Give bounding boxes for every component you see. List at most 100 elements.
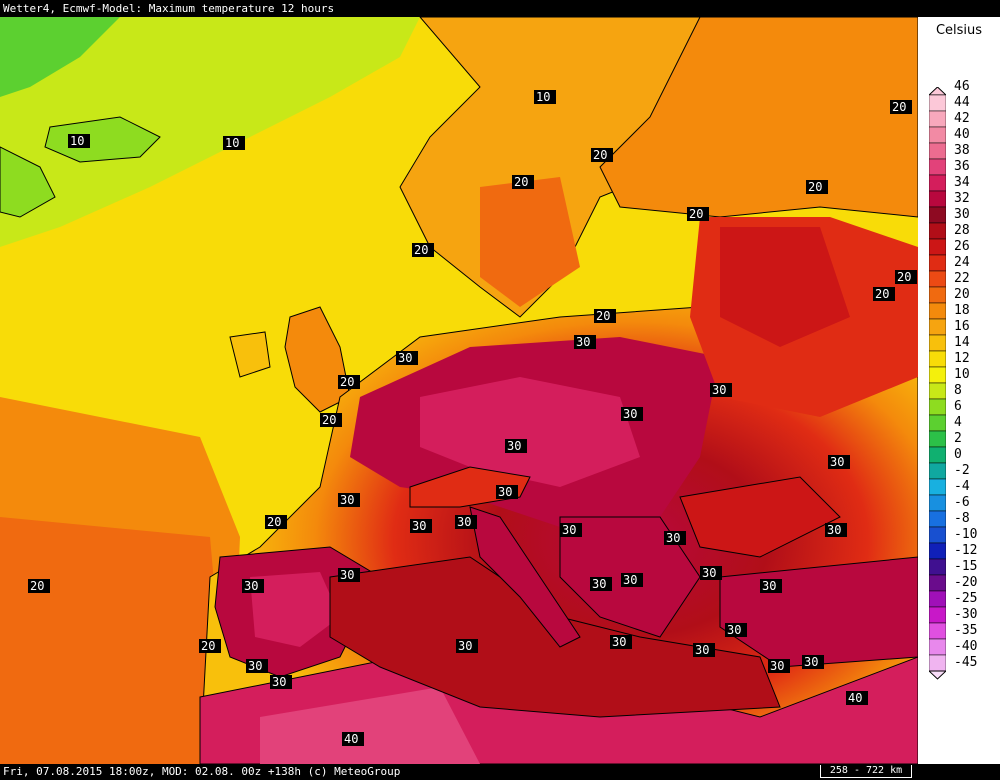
contour-label: 30 bbox=[270, 675, 292, 689]
contour-label: 30 bbox=[338, 568, 360, 582]
svg-text:30: 30 bbox=[712, 383, 726, 397]
svg-text:20: 20 bbox=[414, 243, 428, 257]
contour-label: 30 bbox=[621, 407, 643, 421]
svg-text:30: 30 bbox=[623, 573, 637, 587]
contour-label: 20 bbox=[873, 287, 895, 301]
legend-label: -6 bbox=[954, 495, 970, 510]
legend-swatch bbox=[929, 414, 946, 432]
contour-label: 30 bbox=[242, 579, 264, 593]
legend-swatch bbox=[929, 558, 946, 576]
legend-label: 6 bbox=[954, 399, 962, 414]
legend-label: -12 bbox=[954, 543, 978, 558]
svg-text:30: 30 bbox=[498, 485, 512, 499]
legend-label: -2 bbox=[954, 463, 970, 478]
legend-swatch bbox=[929, 302, 946, 320]
legend-swatch bbox=[929, 494, 946, 512]
legend-swatch bbox=[929, 254, 946, 272]
contour-label: 30 bbox=[456, 639, 478, 653]
legend-swatch bbox=[929, 638, 946, 656]
contour-label: 30 bbox=[505, 439, 527, 453]
legend-label: 36 bbox=[954, 159, 970, 174]
footer: Fri, 07.08.2015 18:00z, MOD: 02.08. 00z … bbox=[0, 764, 1000, 780]
map-title: Wetter4, Ecmwf-Model: Maximum temperatur… bbox=[0, 0, 1000, 17]
legend-swatch bbox=[929, 158, 946, 176]
svg-text:30: 30 bbox=[248, 659, 262, 673]
contour-label: 20 bbox=[594, 309, 616, 323]
svg-text:30: 30 bbox=[458, 639, 472, 653]
svg-text:30: 30 bbox=[623, 407, 637, 421]
legend-swatch bbox=[929, 286, 946, 304]
cool-northwest bbox=[0, 17, 420, 247]
contour-label: 30 bbox=[610, 635, 632, 649]
contour-labels: 10 10 10 20 20 20 20 20 20 20 20 20 20 2… bbox=[28, 90, 917, 746]
legend-label: -20 bbox=[954, 575, 978, 590]
svg-text:30: 30 bbox=[702, 566, 716, 580]
legend-label: 16 bbox=[954, 319, 970, 334]
legend-label: -15 bbox=[954, 559, 978, 574]
contour-label: 30 bbox=[828, 455, 850, 469]
legend-label: 10 bbox=[954, 367, 970, 382]
legend-label: -30 bbox=[954, 607, 978, 622]
legend-label: -4 bbox=[954, 479, 970, 494]
contour-label: 30 bbox=[693, 643, 715, 657]
central-europe-very-hot bbox=[420, 377, 640, 487]
contour-label: 40 bbox=[342, 732, 364, 746]
legend-swatch bbox=[929, 238, 946, 256]
legend-swatch bbox=[929, 382, 946, 400]
legend-swatch bbox=[929, 526, 946, 544]
legend-swatch bbox=[929, 654, 946, 672]
svg-text:30: 30 bbox=[804, 655, 818, 669]
contour-label: 30 bbox=[410, 519, 432, 533]
svg-text:30: 30 bbox=[762, 579, 776, 593]
contour-label: 10 bbox=[68, 134, 90, 148]
contour-label: 30 bbox=[396, 351, 418, 365]
legend-label: 32 bbox=[954, 191, 970, 206]
svg-text:30: 30 bbox=[695, 643, 709, 657]
legend-swatch bbox=[929, 270, 946, 288]
contour-label: 20 bbox=[591, 148, 613, 162]
legend-label: 0 bbox=[954, 447, 962, 462]
svg-text:20: 20 bbox=[875, 287, 889, 301]
legend-label: 12 bbox=[954, 351, 970, 366]
legend-swatch bbox=[929, 606, 946, 624]
legend-swatch bbox=[929, 478, 946, 496]
legend-label: 2 bbox=[954, 431, 962, 446]
svg-text:30: 30 bbox=[398, 351, 412, 365]
legend-label: -10 bbox=[954, 527, 978, 542]
contour-label: 20 bbox=[28, 579, 50, 593]
svg-text:20: 20 bbox=[596, 309, 610, 323]
svg-text:20: 20 bbox=[593, 148, 607, 162]
svg-text:30: 30 bbox=[562, 523, 576, 537]
iceland bbox=[44, 116, 161, 163]
legend-label: 30 bbox=[954, 207, 970, 222]
contour-label: 30 bbox=[825, 523, 847, 537]
contour-label: 30 bbox=[710, 383, 732, 397]
legend-label: 28 bbox=[954, 223, 970, 238]
svg-text:30: 30 bbox=[830, 455, 844, 469]
legend-swatch bbox=[929, 430, 946, 448]
legend-swatch bbox=[929, 126, 946, 144]
svg-text:30: 30 bbox=[666, 531, 680, 545]
legend-label: -8 bbox=[954, 511, 970, 526]
contour-label: 20 bbox=[412, 243, 434, 257]
legend-label: 40 bbox=[954, 127, 970, 142]
svg-text:30: 30 bbox=[727, 623, 741, 637]
legend-swatch bbox=[929, 174, 946, 192]
legend-label: 24 bbox=[954, 255, 970, 270]
legend-arrow-down bbox=[929, 670, 946, 680]
legend-label: 4 bbox=[954, 415, 962, 430]
legend-label: 18 bbox=[954, 303, 970, 318]
svg-text:30: 30 bbox=[592, 577, 606, 591]
legend-arrow-up bbox=[929, 87, 946, 96]
svg-text:20: 20 bbox=[892, 100, 906, 114]
atlantic-far-southwest bbox=[0, 517, 230, 764]
svg-text:30: 30 bbox=[507, 439, 521, 453]
legend-swatch bbox=[929, 366, 946, 384]
svg-text:30: 30 bbox=[457, 515, 471, 529]
contour-label: 20 bbox=[265, 515, 287, 529]
legend-swatch bbox=[929, 590, 946, 608]
contour-label: 30 bbox=[768, 659, 790, 673]
svg-text:20: 20 bbox=[30, 579, 44, 593]
svg-text:20: 20 bbox=[689, 207, 703, 221]
legend-swatch bbox=[929, 510, 946, 528]
